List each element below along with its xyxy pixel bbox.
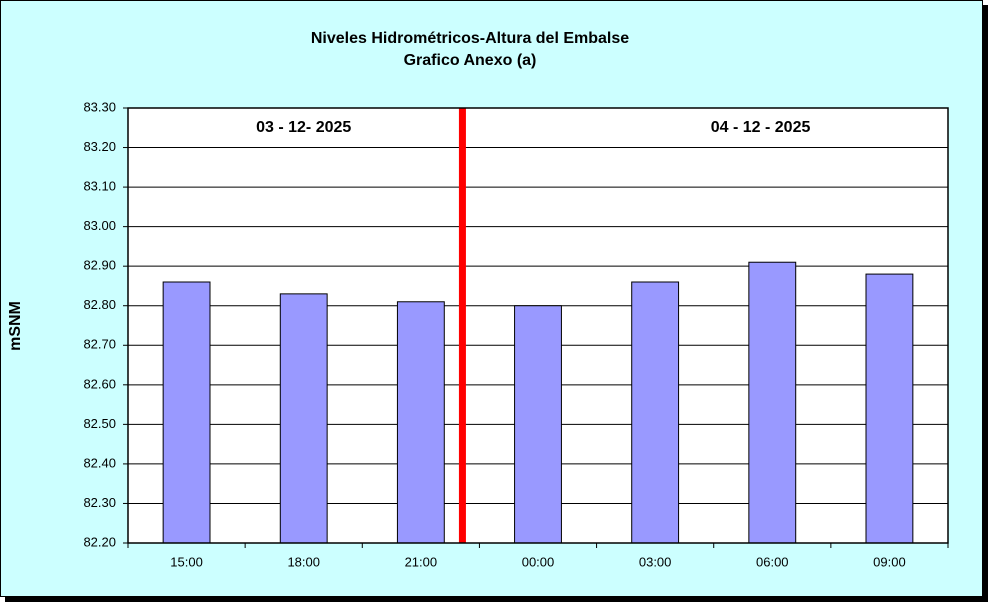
chart-title: Niveles Hidrométricos-Altura del Embalse xyxy=(311,30,629,47)
y-tick-label: 82.30 xyxy=(83,495,116,510)
y-tick-label: 83.00 xyxy=(83,218,116,233)
plot-border xyxy=(127,107,949,544)
y-axis-label: mSNM xyxy=(7,301,24,351)
x-tick-label: 21:00 xyxy=(405,554,438,569)
x-tick-label: 00:00 xyxy=(522,554,555,569)
x-tick-label: 03:00 xyxy=(639,554,672,569)
y-tick-label: 82.40 xyxy=(83,455,116,470)
bar xyxy=(279,293,328,544)
x-tick-label: 15:00 xyxy=(170,554,203,569)
y-tick-label: 83.20 xyxy=(83,139,116,154)
y-tick-label: 83.30 xyxy=(83,99,116,114)
bar xyxy=(631,281,680,544)
bar xyxy=(514,305,562,544)
bar xyxy=(162,281,211,544)
x-tick-label: 09:00 xyxy=(873,554,906,569)
y-tick-label: 82.50 xyxy=(83,416,116,431)
y-tick-label: 82.70 xyxy=(83,337,116,352)
y-tick-label: 82.20 xyxy=(83,534,116,549)
chart-subtitle: Grafico Anexo (a) xyxy=(404,52,537,69)
y-tick-label: 82.60 xyxy=(83,376,116,391)
bar xyxy=(865,273,914,544)
y-tick-label: 83.10 xyxy=(83,179,116,194)
annotation: 03 - 12- 2025 xyxy=(256,119,351,136)
y-tick-label: 82.80 xyxy=(83,297,116,312)
annotation: 04 - 12 - 2025 xyxy=(711,119,811,136)
y-tick-label: 82.90 xyxy=(83,258,116,273)
x-tick-label: 06:00 xyxy=(756,554,789,569)
x-tick-label: 18:00 xyxy=(287,554,320,569)
bar xyxy=(748,261,797,544)
bar xyxy=(396,301,445,544)
